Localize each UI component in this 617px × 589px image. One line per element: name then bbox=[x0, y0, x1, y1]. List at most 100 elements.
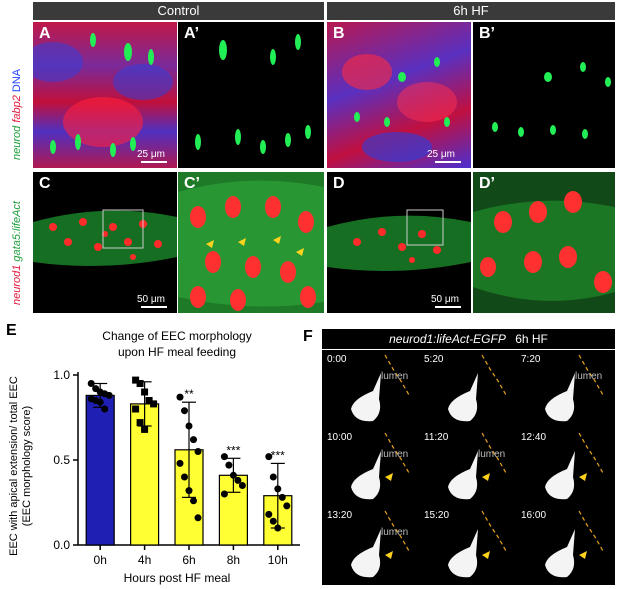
data-point bbox=[141, 388, 149, 396]
x-tick-label: 0h bbox=[94, 553, 107, 567]
lumen-label: lumen bbox=[381, 527, 409, 538]
timelapse-frame: 16:00 bbox=[517, 507, 612, 583]
timelapse-frame: 0:00 lumen bbox=[323, 351, 418, 427]
data-point bbox=[194, 448, 202, 455]
cell-shape bbox=[448, 432, 507, 500]
data-point bbox=[150, 400, 158, 408]
x-tick-label: 6h bbox=[182, 553, 195, 567]
data-point bbox=[176, 393, 184, 401]
significance-label: *** bbox=[271, 448, 285, 462]
data-point bbox=[238, 482, 246, 489]
data-point bbox=[87, 380, 95, 387]
chart-title-line2: upon HF meal feeding bbox=[118, 345, 236, 359]
cell-shape bbox=[351, 432, 410, 500]
y-tick-label: 0.0 bbox=[53, 538, 70, 552]
lumen-label: lumen bbox=[381, 371, 409, 382]
label-neurod1: neurod1 bbox=[11, 264, 23, 305]
panel-d-prime-image: D’ bbox=[473, 172, 615, 313]
timelapse-frame: 13:20 lumen bbox=[323, 507, 418, 583]
lumen-label: lumen bbox=[575, 371, 603, 382]
timelapse-frame: 10:00 lumen bbox=[323, 429, 418, 505]
data-point bbox=[220, 490, 228, 498]
y-tick-label: 0.5 bbox=[53, 453, 70, 467]
data-point bbox=[278, 493, 286, 501]
panel-b-scalebar bbox=[435, 161, 461, 163]
cell-shape bbox=[351, 354, 410, 422]
row-label-top: neurod fabp2 DNA bbox=[11, 69, 23, 160]
panel-a-prime-cells bbox=[195, 34, 311, 154]
panel-d-scale-text: 50 μm bbox=[431, 294, 459, 305]
panel-c-prime-cells bbox=[178, 180, 324, 311]
panel-a-scalebar bbox=[141, 161, 167, 163]
data-point bbox=[132, 405, 140, 413]
timelapse-time: 13:20 bbox=[327, 510, 353, 521]
chart-e: Change of EEC morphology upon HF meal fe… bbox=[8, 329, 300, 585]
label-dna: DNA bbox=[11, 68, 23, 93]
data-point bbox=[181, 473, 188, 481]
data-point bbox=[269, 473, 277, 481]
data-point bbox=[265, 510, 273, 518]
timelapse-grid: 0:00 lumen 5:20 7:20 lumen 10:00 lumen 11:20 lum… bbox=[322, 350, 615, 585]
data-point bbox=[145, 397, 153, 404]
bar-0h bbox=[85, 394, 115, 546]
panel-b-prime-image: B’ bbox=[473, 22, 615, 168]
data-point bbox=[265, 453, 273, 461]
timelapse-frame: 12:40 bbox=[517, 429, 612, 505]
y-tick-label: 1.0 bbox=[53, 368, 70, 382]
panel-a-scale-text: 25 μm bbox=[137, 149, 165, 160]
chart-ylabel-line1: EEC with apical extension/ total EEC bbox=[8, 376, 20, 556]
data-point bbox=[141, 425, 149, 433]
panel-a-cells bbox=[33, 33, 173, 157]
timelapse-header: neurod1:lifeAct-EGFP 6h HF bbox=[322, 329, 615, 349]
x-tick-label: 10h bbox=[268, 553, 288, 567]
label-fabp2: fabp2 bbox=[11, 95, 23, 123]
lumen-label: lumen bbox=[478, 449, 506, 460]
panel-d-prime-label: D’ bbox=[479, 175, 495, 192]
significance-label: ** bbox=[184, 387, 194, 401]
data-point bbox=[136, 380, 144, 387]
timelapse-time: 10:00 bbox=[327, 432, 353, 443]
data-point bbox=[269, 517, 277, 525]
cell-shape bbox=[448, 510, 507, 578]
chart-ylabel-line2: (EEC morphology score) bbox=[21, 406, 33, 526]
row-label-bottom: neurod1 gata5:lifeAct bbox=[11, 201, 23, 305]
data-point bbox=[176, 459, 184, 467]
panel-b-image: B 25 μm bbox=[327, 22, 471, 168]
label-gata5-lifeact: gata5:lifeAct bbox=[11, 201, 23, 262]
data-point bbox=[181, 407, 188, 415]
data-point bbox=[274, 485, 282, 493]
cell-shape bbox=[545, 432, 604, 500]
data-point bbox=[105, 391, 113, 399]
panel-b-prime-label: B’ bbox=[479, 25, 495, 42]
lumen-label: lumen bbox=[381, 449, 409, 460]
panel-c-image: C 50 μm bbox=[33, 172, 177, 313]
data-point bbox=[194, 514, 202, 522]
panel-a-prime-image: A’ bbox=[178, 22, 324, 168]
data-point bbox=[132, 376, 140, 384]
timelapse-frame: 7:20 lumen bbox=[517, 351, 612, 427]
timelapse-frame: 11:20 lumen bbox=[420, 429, 515, 505]
timelapse-time: 15:20 bbox=[424, 510, 450, 521]
panel-e-label: E bbox=[6, 322, 17, 339]
panel-a-label: A bbox=[39, 25, 51, 42]
timelapse-title-italic: neurod1:lifeAct-EGFP bbox=[389, 332, 506, 346]
data-point bbox=[190, 497, 197, 505]
timelapse-time: 5:20 bbox=[424, 354, 444, 365]
data-point bbox=[136, 419, 144, 427]
panel-b-prime-cells bbox=[492, 62, 611, 139]
chart-xlabel: Hours post HF meal bbox=[124, 571, 231, 585]
data-point bbox=[96, 398, 104, 406]
timelapse-title-plain: 6h HF bbox=[515, 332, 548, 346]
x-tick-label: 8h bbox=[227, 553, 240, 567]
header-control: Control bbox=[33, 2, 324, 20]
panel-b-cells bbox=[342, 54, 457, 162]
data-point bbox=[229, 471, 237, 479]
panel-c-prime-label: C’ bbox=[184, 175, 200, 192]
data-point bbox=[283, 502, 291, 510]
timelapse-time: 11:20 bbox=[424, 432, 449, 443]
timelapse-time: 7:20 bbox=[521, 354, 541, 365]
panel-b-label: B bbox=[333, 25, 345, 42]
panel-d-label: D bbox=[333, 175, 345, 192]
panel-d-scalebar bbox=[435, 306, 461, 308]
timelapse-frame: 15:20 bbox=[420, 507, 515, 583]
